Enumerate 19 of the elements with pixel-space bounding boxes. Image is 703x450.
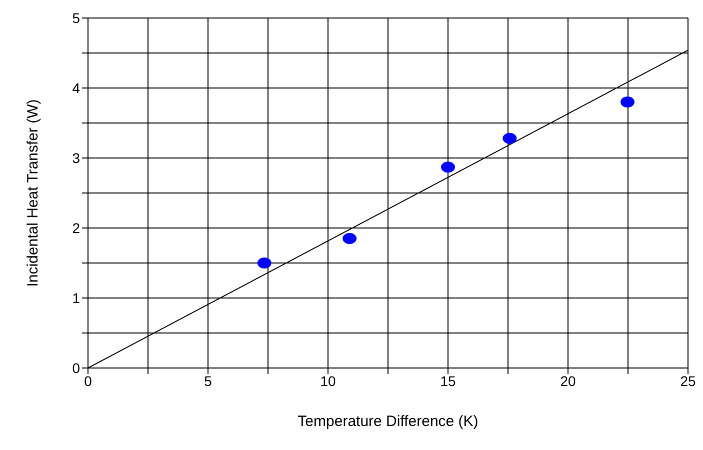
y-tick-label: 0 — [72, 360, 80, 376]
y-tick-label: 2 — [72, 220, 80, 236]
x-tick-label: 10 — [320, 372, 336, 389]
y-tick-label: 3 — [72, 150, 80, 166]
y-axis-title: Incidental Heat Transfer (W) — [24, 99, 42, 287]
point — [342, 233, 357, 244]
y-tick-label: 4 — [72, 80, 80, 96]
y-tick-label: 1 — [72, 290, 80, 306]
x-axis-title: Temperature Difference (K) — [298, 413, 478, 430]
x-tick-label: 25 — [680, 372, 696, 389]
point — [620, 96, 635, 108]
point — [502, 132, 517, 144]
point — [257, 258, 272, 268]
x-tick-label: 20 — [560, 372, 576, 389]
x-tick-label: 0 — [84, 372, 92, 389]
point — [441, 162, 455, 173]
x-tick-label: 15 — [440, 372, 456, 389]
x-tick-label: 5 — [204, 372, 212, 389]
y-tick-label: 5 — [72, 10, 80, 26]
